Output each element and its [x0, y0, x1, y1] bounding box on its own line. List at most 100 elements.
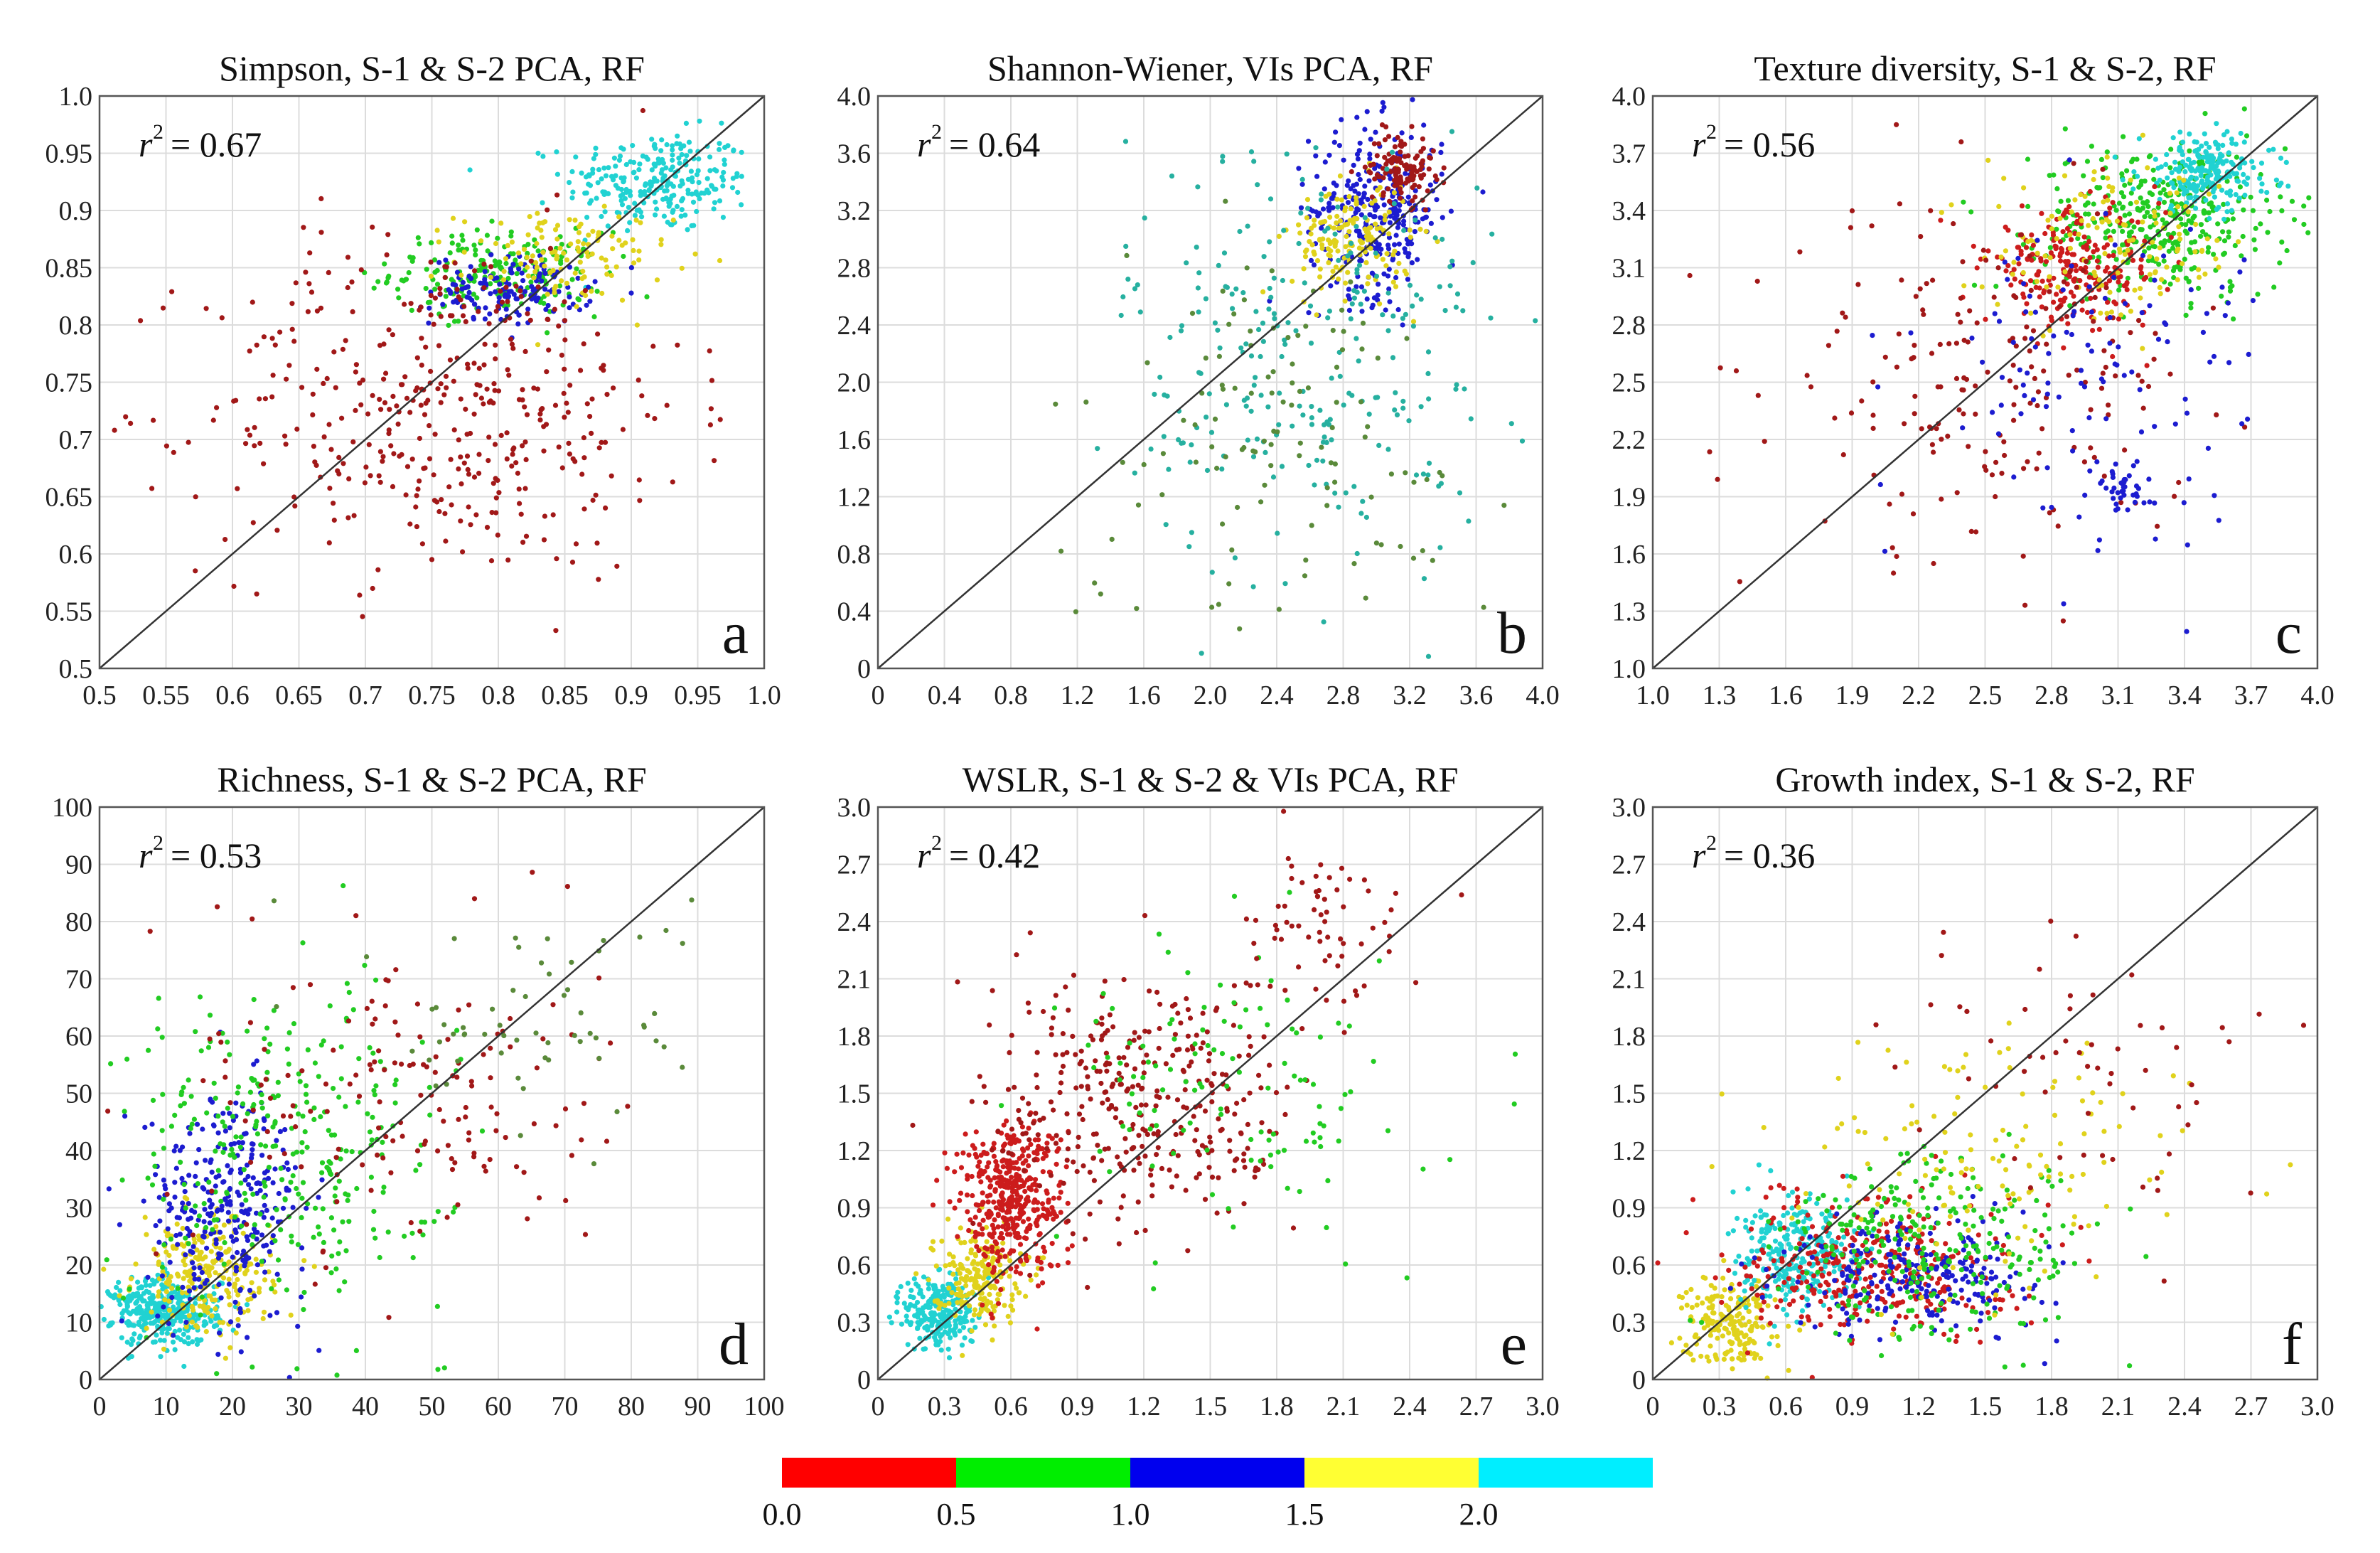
y-tick-label: 3.2	[837, 196, 872, 226]
data-point	[664, 402, 670, 408]
data-point	[1367, 156, 1373, 161]
data-point	[709, 378, 715, 383]
data-point	[387, 407, 392, 412]
data-point	[562, 415, 567, 420]
data-point	[1304, 197, 1311, 203]
data-point	[375, 279, 381, 284]
data-point	[2041, 290, 2047, 296]
data-point	[595, 180, 601, 186]
data-point	[717, 146, 722, 152]
data-point	[2060, 229, 2066, 235]
data-point	[1330, 328, 1336, 333]
data-point	[345, 515, 351, 521]
data-point	[601, 165, 607, 171]
data-point	[235, 1292, 241, 1298]
data-point	[1267, 239, 1272, 245]
data-point	[2105, 228, 2111, 234]
data-point	[535, 284, 541, 290]
data-point	[590, 166, 596, 172]
data-point	[2196, 285, 2202, 291]
data-point	[1296, 240, 1302, 247]
data-point	[1304, 215, 1310, 220]
data-point	[174, 1315, 180, 1320]
data-point	[1302, 573, 1308, 579]
data-point	[531, 275, 537, 281]
data-point	[683, 120, 690, 126]
data-point	[155, 1293, 161, 1299]
data-point	[2047, 289, 2052, 294]
data-point	[471, 242, 477, 248]
data-point	[197, 1303, 203, 1309]
data-point	[2199, 143, 2204, 149]
data-point	[2200, 329, 2206, 335]
data-point	[2140, 346, 2145, 351]
data-point	[581, 506, 587, 512]
data-point	[319, 1177, 325, 1183]
data-point	[2230, 161, 2236, 167]
data-point	[640, 107, 646, 114]
data-point	[1387, 198, 1393, 204]
data-point	[527, 317, 533, 323]
data-point	[209, 1313, 215, 1319]
data-point	[436, 508, 442, 515]
data-point	[385, 1229, 391, 1235]
data-point	[533, 1030, 539, 1036]
data-point	[535, 386, 541, 392]
data-point	[180, 1290, 186, 1296]
data-point	[2079, 380, 2084, 386]
data-point	[370, 1050, 376, 1056]
data-point	[514, 1164, 520, 1170]
x-tick-label: 0.6	[215, 681, 250, 710]
data-point	[419, 336, 424, 341]
data-point	[216, 1330, 223, 1336]
data-point	[492, 388, 498, 393]
data-point	[1366, 178, 1372, 183]
data-point	[1279, 464, 1285, 469]
data-point	[2203, 197, 2209, 203]
data-point	[269, 1215, 275, 1221]
data-point	[2157, 177, 2162, 183]
data-point	[481, 401, 486, 407]
data-point	[616, 238, 622, 243]
data-point	[476, 365, 482, 371]
data-point	[2153, 331, 2158, 336]
data-point	[1341, 329, 1346, 334]
data-point	[235, 1249, 240, 1256]
data-point	[213, 1183, 218, 1189]
data-point	[1290, 380, 1295, 386]
data-point	[1999, 471, 2005, 476]
data-point	[1334, 196, 1340, 202]
data-point	[2271, 284, 2277, 290]
y-tick-label: 4.0	[837, 82, 872, 112]
data-point	[2170, 245, 2176, 251]
data-point	[2305, 230, 2311, 235]
data-point	[2130, 463, 2136, 469]
data-point	[1374, 153, 1380, 159]
data-point	[481, 1163, 487, 1169]
data-point	[586, 284, 591, 290]
data-point	[276, 1277, 282, 1283]
data-point	[1403, 311, 1408, 317]
data-point	[2008, 282, 2014, 288]
data-point	[688, 169, 695, 174]
data-point	[250, 1234, 256, 1239]
data-point	[553, 1123, 559, 1128]
data-point	[2145, 258, 2151, 264]
data-point	[1199, 651, 1204, 656]
data-point	[562, 318, 568, 324]
data-point	[223, 1074, 228, 1080]
data-point	[617, 153, 623, 159]
data-point	[1220, 159, 1226, 164]
data-point	[310, 412, 316, 418]
data-point	[471, 292, 477, 297]
data-point	[2198, 222, 2204, 228]
data-point	[2159, 277, 2165, 282]
data-point	[2140, 200, 2146, 206]
data-point	[2067, 245, 2073, 251]
data-point	[119, 1318, 124, 1324]
data-point	[1181, 417, 1186, 423]
data-point	[307, 250, 313, 256]
data-point	[1993, 493, 1998, 500]
data-point	[469, 297, 475, 303]
data-point	[263, 1143, 269, 1149]
